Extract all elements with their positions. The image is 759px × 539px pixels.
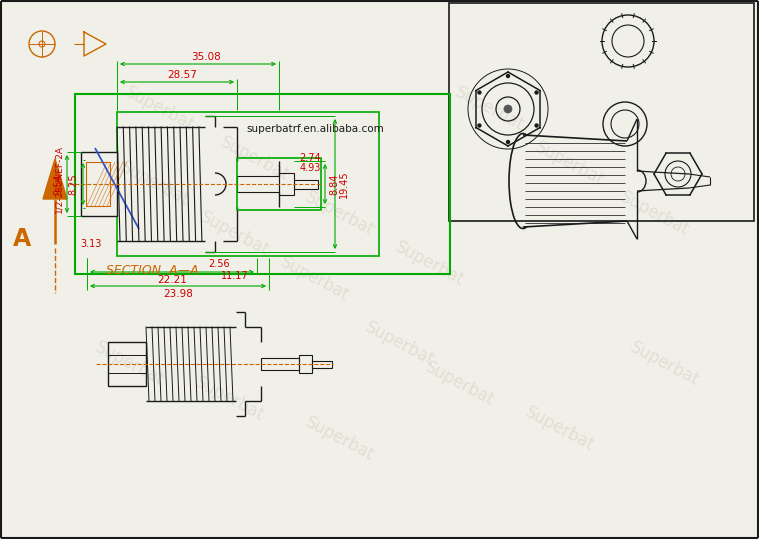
Text: Superbat: Superbat (217, 133, 293, 185)
Text: Superbat: Superbat (302, 413, 378, 465)
Text: 11.17: 11.17 (221, 271, 249, 281)
Text: Superbat: Superbat (192, 374, 268, 425)
Text: Superbat: Superbat (122, 83, 197, 135)
Text: 28.57: 28.57 (167, 70, 197, 80)
Text: Superbat: Superbat (302, 188, 378, 240)
Bar (108, 355, 146, 373)
Text: Superbat: Superbat (422, 358, 498, 410)
Text: superbatrf.en.alibaba.com: superbatrf.en.alibaba.com (246, 124, 384, 134)
Text: Superbat: Superbat (392, 238, 468, 290)
Circle shape (535, 91, 538, 94)
Bar (312, 361, 332, 368)
Text: SECTION  A—A: SECTION A—A (106, 265, 198, 278)
Text: 3.13: 3.13 (80, 239, 102, 249)
Text: 8.25: 8.25 (68, 173, 78, 195)
Text: 19.45: 19.45 (339, 170, 349, 198)
Text: Superbat: Superbat (277, 253, 353, 305)
Text: 8.84: 8.84 (329, 174, 339, 195)
Text: 1/2-28UNEF-2A: 1/2-28UNEF-2A (55, 145, 64, 213)
Text: Superbat: Superbat (118, 158, 193, 210)
Text: Superbat: Superbat (522, 403, 597, 455)
Bar (261, 358, 299, 370)
Circle shape (506, 74, 509, 78)
Polygon shape (43, 159, 67, 199)
Circle shape (504, 105, 512, 113)
Text: Superbat: Superbat (452, 83, 528, 135)
Text: 9.54: 9.54 (53, 173, 63, 195)
Bar (237, 176, 279, 192)
Circle shape (478, 124, 481, 127)
Text: Superbat: Superbat (532, 139, 608, 190)
Bar (449, 3, 754, 221)
Text: 35.08: 35.08 (191, 52, 221, 62)
Bar (237, 158, 321, 210)
Circle shape (478, 91, 481, 94)
Text: Superbat: Superbat (617, 188, 693, 240)
Bar (81, 152, 117, 216)
Text: 23.98: 23.98 (163, 289, 193, 299)
Text: Superbat: Superbat (628, 338, 703, 390)
Text: A: A (13, 227, 31, 251)
Text: Superbat: Superbat (362, 318, 438, 370)
Text: 2.74: 2.74 (299, 153, 321, 163)
Text: 4.93: 4.93 (299, 163, 321, 173)
Bar (299, 355, 312, 373)
Text: Superbat: Superbat (93, 338, 168, 390)
Text: Superbat: Superbat (197, 208, 272, 260)
Bar (294, 179, 318, 189)
Bar (75, 94, 450, 274)
Text: 2.56: 2.56 (208, 259, 230, 269)
Bar (86, 162, 110, 206)
Bar (117, 112, 379, 256)
Circle shape (506, 141, 509, 143)
Bar (108, 342, 146, 386)
Bar (279, 173, 294, 195)
Text: 22.21: 22.21 (157, 275, 187, 285)
Circle shape (535, 124, 538, 127)
